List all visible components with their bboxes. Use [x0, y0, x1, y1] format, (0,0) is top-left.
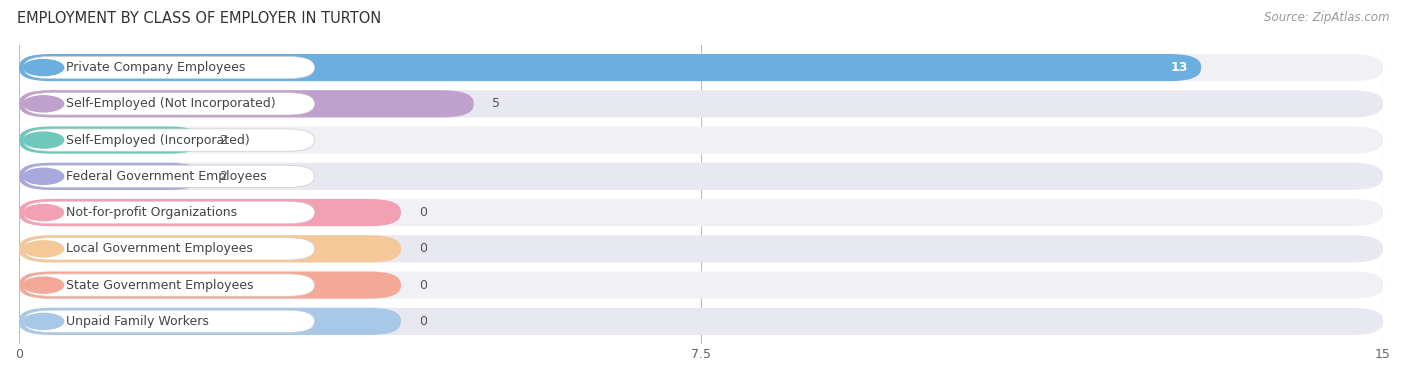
FancyBboxPatch shape — [20, 235, 1384, 262]
Circle shape — [24, 168, 63, 184]
Circle shape — [24, 96, 63, 112]
FancyBboxPatch shape — [20, 163, 201, 190]
FancyBboxPatch shape — [24, 202, 315, 224]
Text: Self-Employed (Incorporated): Self-Employed (Incorporated) — [66, 133, 250, 147]
Text: 5: 5 — [492, 97, 501, 110]
FancyBboxPatch shape — [20, 90, 1384, 117]
Circle shape — [24, 277, 63, 293]
Text: Source: ZipAtlas.com: Source: ZipAtlas.com — [1264, 11, 1389, 24]
Text: 2: 2 — [219, 170, 226, 183]
FancyBboxPatch shape — [20, 126, 201, 154]
Text: 13: 13 — [1170, 61, 1188, 74]
Circle shape — [24, 313, 63, 329]
Text: Unpaid Family Workers: Unpaid Family Workers — [66, 315, 209, 328]
FancyBboxPatch shape — [24, 56, 315, 79]
Text: 0: 0 — [419, 279, 427, 292]
FancyBboxPatch shape — [24, 129, 315, 151]
FancyBboxPatch shape — [20, 271, 401, 299]
Text: Not-for-profit Organizations: Not-for-profit Organizations — [66, 206, 238, 219]
FancyBboxPatch shape — [20, 271, 1384, 299]
Text: 0: 0 — [419, 243, 427, 255]
FancyBboxPatch shape — [20, 90, 474, 117]
FancyBboxPatch shape — [24, 165, 315, 188]
FancyBboxPatch shape — [24, 274, 315, 296]
Circle shape — [24, 132, 63, 148]
Text: Local Government Employees: Local Government Employees — [66, 243, 253, 255]
Text: 0: 0 — [419, 315, 427, 328]
Text: Self-Employed (Not Incorporated): Self-Employed (Not Incorporated) — [66, 97, 276, 110]
FancyBboxPatch shape — [20, 163, 1384, 190]
FancyBboxPatch shape — [20, 308, 1384, 335]
FancyBboxPatch shape — [20, 54, 1201, 81]
FancyBboxPatch shape — [20, 199, 401, 226]
Circle shape — [24, 205, 63, 221]
FancyBboxPatch shape — [20, 54, 1384, 81]
FancyBboxPatch shape — [24, 310, 315, 332]
Text: Federal Government Employees: Federal Government Employees — [66, 170, 267, 183]
FancyBboxPatch shape — [24, 238, 315, 260]
Text: State Government Employees: State Government Employees — [66, 279, 254, 292]
Text: EMPLOYMENT BY CLASS OF EMPLOYER IN TURTON: EMPLOYMENT BY CLASS OF EMPLOYER IN TURTO… — [17, 11, 381, 26]
Text: Private Company Employees: Private Company Employees — [66, 61, 246, 74]
Circle shape — [24, 59, 63, 76]
FancyBboxPatch shape — [20, 235, 401, 262]
FancyBboxPatch shape — [24, 92, 315, 115]
FancyBboxPatch shape — [20, 126, 1384, 154]
FancyBboxPatch shape — [20, 199, 1384, 226]
Text: 2: 2 — [219, 133, 226, 147]
Circle shape — [24, 241, 63, 257]
Text: 0: 0 — [419, 206, 427, 219]
FancyBboxPatch shape — [20, 308, 401, 335]
